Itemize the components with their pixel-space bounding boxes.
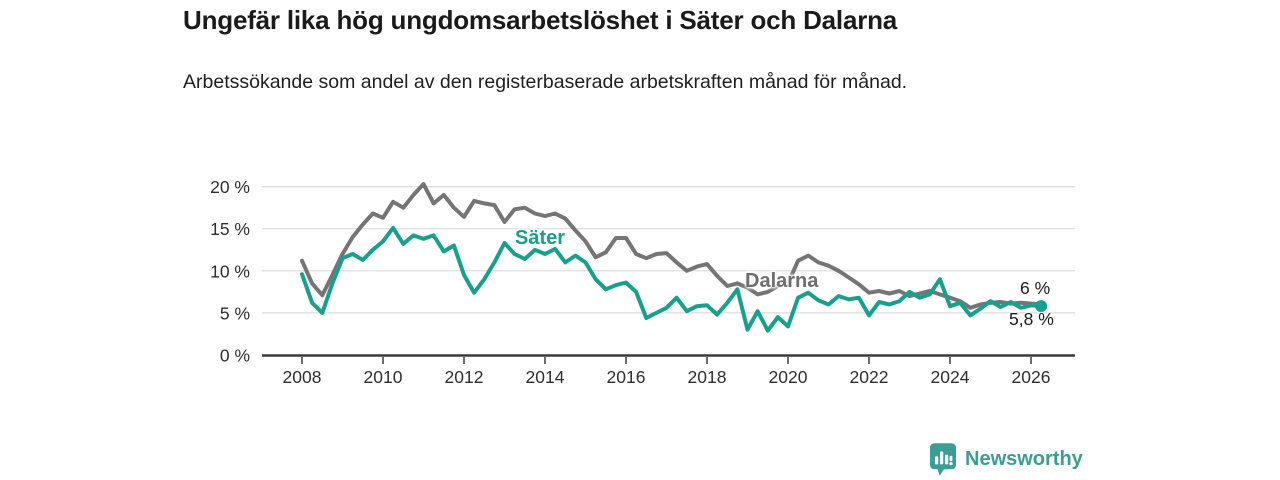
- series-end-dot-sater: [1035, 300, 1048, 313]
- newsworthy-logo-icon: [930, 443, 956, 476]
- y-tick-label-15: 15 %: [210, 219, 250, 239]
- page-title: Ungefär lika hög ungdomsarbetslöshet i S…: [183, 5, 898, 35]
- y-tick-label-5: 5 %: [220, 303, 250, 323]
- series-line-säter: [300, 225, 1044, 333]
- series-label-dalarna: Dalarna: [745, 270, 819, 292]
- x-tick-label-2010: 2010: [364, 367, 403, 387]
- x-tick-label-2008: 2008: [283, 367, 322, 387]
- brand-name: Newsworthy: [965, 448, 1083, 470]
- x-tick-label-2022: 2022: [850, 367, 889, 387]
- x-tick-label-2024: 2024: [931, 367, 970, 387]
- end-value-dalarna: 6 %: [1020, 278, 1051, 298]
- y-tick-label-10: 10 %: [210, 261, 250, 281]
- end-value-sater: 5,8 %: [1009, 309, 1054, 329]
- x-tick-label-2016: 2016: [607, 367, 646, 387]
- series-line-dalarna: [300, 182, 1044, 310]
- brand-footer: Newsworthy: [930, 443, 1083, 476]
- chart-subtitle: Arbetssökande som andel av den registerb…: [183, 71, 908, 93]
- y-tick-label-0: 0 %: [220, 346, 250, 366]
- x-tick-label-2012: 2012: [445, 367, 484, 387]
- y-tick-label-20: 20 %: [210, 177, 250, 197]
- x-tick-label-2026: 2026: [1012, 367, 1051, 387]
- x-tick-label-2018: 2018: [688, 367, 727, 387]
- x-tick-label-2020: 2020: [769, 367, 808, 387]
- x-tick-label-2014: 2014: [526, 367, 565, 387]
- series-label-sater: Säter: [515, 227, 566, 249]
